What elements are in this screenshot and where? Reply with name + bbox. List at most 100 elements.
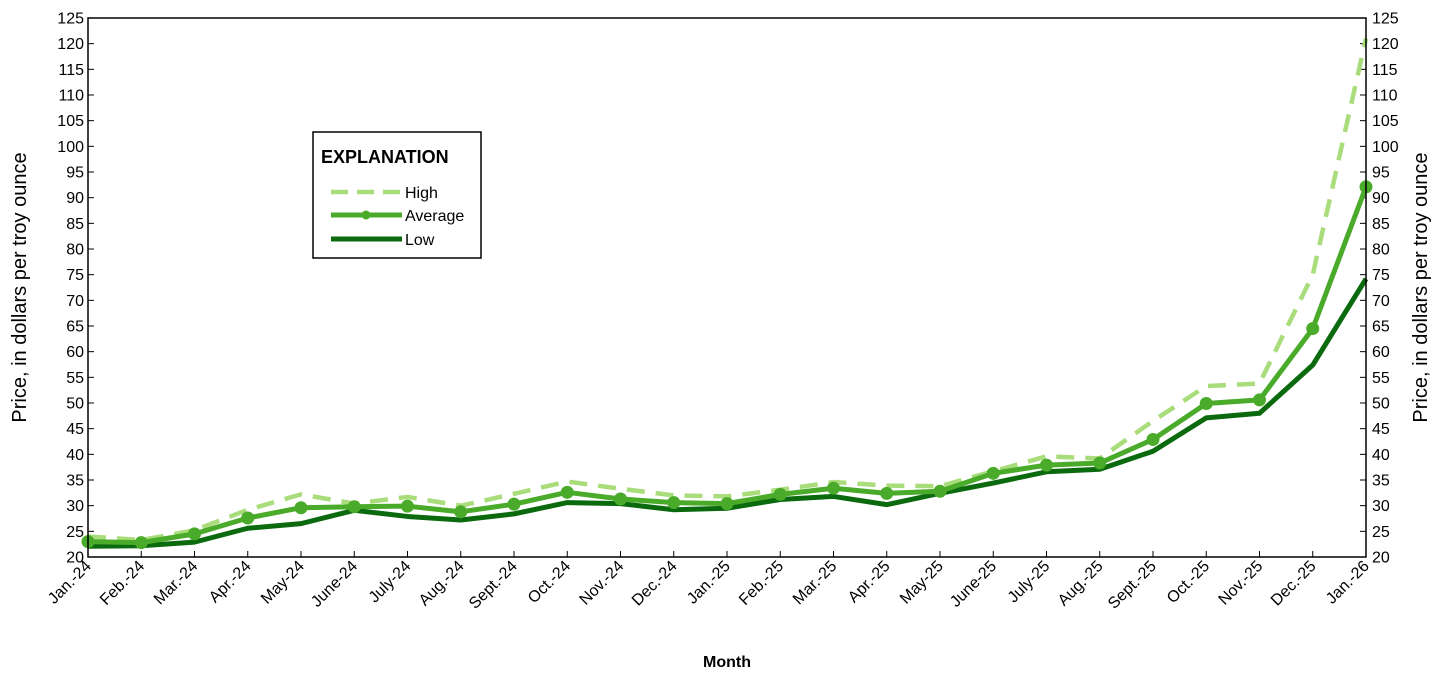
y-tick-label-right: 125 — [1372, 11, 1399, 28]
x-tick-label: May-24 — [258, 558, 308, 608]
y-tick-label-left: 90 — [66, 190, 84, 207]
legend-label-high: High — [405, 185, 438, 202]
y-tick-label-left: 120 — [57, 36, 84, 53]
data-point-average — [1040, 458, 1053, 472]
y-tick-label-right: 115 — [1372, 62, 1398, 79]
y-tick-label-left: 60 — [66, 344, 84, 361]
y-tick-label-right: 40 — [1372, 447, 1390, 464]
x-axis-ticks: Jan.-24 Feb.-24 Mar.-24 Apr.-24 May-24 June-2… — [45, 551, 1373, 613]
data-point-average — [1093, 456, 1107, 470]
y-tick-label-right: 85 — [1372, 216, 1390, 233]
y-tick-label-left: 75 — [66, 267, 84, 284]
legend-items: High Average Low — [331, 185, 464, 249]
data-point-average — [134, 536, 148, 550]
y-tick-label-left: 20 — [66, 550, 84, 567]
x-tick-label: July-25 — [1005, 558, 1054, 607]
y-tick-label-left: 110 — [58, 88, 84, 105]
y-tick-label-left: 85 — [66, 216, 84, 233]
x-tick-label: Apr.-24 — [206, 558, 255, 607]
y-tick-label-right: 55 — [1372, 370, 1390, 387]
x-axis-title: Month — [703, 654, 751, 671]
data-point-average — [614, 492, 627, 506]
y-tick-label-right: 105 — [1372, 113, 1399, 130]
data-point-average — [560, 485, 574, 499]
x-tick-label: Sept.-25 — [1105, 558, 1160, 613]
data-point-average — [720, 497, 734, 511]
y-tick-label-right: 75 — [1372, 267, 1390, 284]
y-tick-label-left: 70 — [66, 293, 84, 310]
y-tick-label-left: 105 — [57, 113, 84, 130]
x-tick-label: Apr.-25 — [845, 558, 894, 607]
data-point-average — [294, 501, 308, 515]
x-tick-label: July-24 — [366, 558, 415, 607]
series-layer — [81, 38, 1373, 550]
x-tick-label: Aug.-24 — [416, 558, 468, 610]
data-point-average — [454, 505, 468, 519]
x-tick-label: Mar.-25 — [790, 558, 840, 608]
y-tick-label-left: 35 — [66, 473, 84, 490]
y-tick-label-left: 30 — [66, 498, 84, 515]
y-tick-label-right: 110 — [1372, 88, 1398, 105]
data-point-average — [773, 487, 787, 501]
y-tick-label-right: 30 — [1372, 498, 1390, 515]
data-point-average — [986, 466, 1000, 480]
y-tick-label-right: 100 — [1372, 139, 1399, 156]
x-tick-label: June-24 — [308, 558, 361, 611]
legend-marker-average — [361, 210, 371, 220]
data-point-average — [827, 481, 840, 495]
y-tick-label-right: 65 — [1372, 319, 1390, 336]
y-tick-label-left: 80 — [66, 242, 84, 259]
legend: EXPLANATION High Average Low — [312, 131, 482, 259]
right-y-axis-ticks: 20 25 30 35 40 45 50 55 60 65 70 75 80 85 90 95 100 105 11… — [1360, 11, 1399, 567]
data-point-average — [1199, 397, 1213, 411]
x-tick-label: Oct.-25 — [1164, 558, 1213, 607]
y-tick-label-right: 70 — [1372, 293, 1390, 310]
y-tick-label-left: 115 — [58, 62, 84, 79]
x-tick-label: Dec.-24 — [629, 558, 681, 610]
plot-area-frame — [87, 17, 1367, 558]
series-line-average — [87, 186, 1369, 546]
y-tick-label-right: 20 — [1372, 550, 1390, 567]
y-tick-label-right: 80 — [1372, 242, 1390, 259]
y-axis-title-left: Price, in dollars per troy ounce — [9, 152, 31, 422]
legend-label-low: Low — [405, 232, 435, 249]
x-tick-label: Jan.-26 — [1323, 558, 1373, 608]
y-tick-label-right: 90 — [1372, 190, 1390, 207]
y-axis-title-right: Price, in dollars per troy ounce — [1410, 152, 1432, 422]
x-tick-label: Nov.-24 — [577, 558, 628, 609]
y-tick-label-right: 45 — [1372, 421, 1390, 438]
x-tick-label: Nov.-25 — [1216, 558, 1267, 609]
y-tick-label-left: 125 — [57, 11, 84, 28]
y-tick-label-right: 50 — [1372, 396, 1390, 413]
data-point-average — [401, 499, 414, 513]
data-point-average — [1253, 393, 1266, 407]
y-tick-label-right: 120 — [1372, 36, 1399, 53]
x-tick-label: June-25 — [947, 558, 1000, 611]
data-point-average — [347, 500, 361, 514]
data-point-average — [667, 496, 681, 510]
x-tick-label: Feb.-25 — [736, 558, 787, 609]
y-tick-label-left: 50 — [66, 396, 84, 413]
y-tick-label-right: 25 — [1372, 524, 1390, 541]
x-tick-label: Dec.-25 — [1268, 558, 1320, 610]
legend-title: EXPLANATION — [321, 147, 449, 167]
y-tick-label-right: 35 — [1372, 473, 1390, 490]
y-tick-label-left: 100 — [57, 139, 84, 156]
left-y-axis-ticks: 20 25 30 35 40 45 50 55 60 65 70 75 80 85 90 95 100 105 11… — [57, 11, 94, 567]
x-tick-label: Mar.-24 — [151, 558, 201, 608]
y-tick-label-left: 55 — [66, 370, 84, 387]
legend-label-average: Average — [405, 208, 464, 225]
y-tick-label-right: 95 — [1372, 165, 1390, 182]
x-tick-label: May-25 — [897, 558, 947, 608]
series-line-high — [87, 38, 1369, 543]
data-point-average — [933, 484, 947, 498]
data-point-average — [507, 497, 521, 511]
y-tick-label-left: 95 — [66, 165, 84, 182]
x-tick-label: Aug.-25 — [1055, 558, 1107, 610]
data-point-average — [241, 511, 255, 525]
x-tick-label: Feb.-24 — [97, 558, 148, 609]
x-tick-label: Sept.-24 — [466, 558, 521, 613]
data-point-average — [188, 527, 201, 541]
y-tick-label-left: 40 — [66, 447, 84, 464]
